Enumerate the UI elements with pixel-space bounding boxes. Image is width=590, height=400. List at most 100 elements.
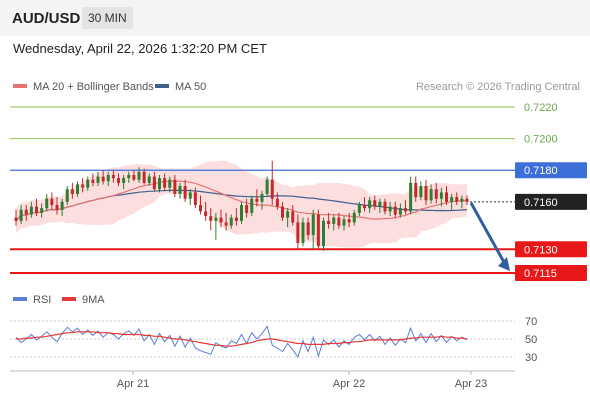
- current-price-label: 0.7160: [524, 197, 558, 209]
- current-price-tag: [515, 193, 587, 210]
- candle-body: [14, 217, 18, 221]
- candle-body: [65, 189, 69, 202]
- level-tag: [515, 265, 587, 281]
- candle-body: [281, 206, 284, 218]
- candle-body: [445, 192, 448, 202]
- candle-body: [91, 179, 95, 183]
- symbol-label: AUD/USD: [12, 10, 81, 27]
- candle-body: [286, 211, 290, 218]
- candle-body: [434, 189, 438, 199]
- x-tick-label: Apr 21: [117, 378, 149, 390]
- x-tick-label: Apr 22: [333, 378, 365, 390]
- candle-body: [245, 205, 249, 213]
- candle-body: [342, 219, 346, 226]
- candle-body: [122, 178, 126, 183]
- candle-body: [250, 198, 254, 213]
- candle-body: [352, 212, 356, 223]
- candle-body: [193, 192, 197, 206]
- candle-body: [414, 182, 418, 198]
- candle-body: [204, 211, 208, 217]
- candle-body: [81, 184, 85, 188]
- candle-body: [55, 205, 59, 210]
- candle-body: [219, 217, 223, 223]
- credit-label: Research © 2026 Trading Central: [416, 81, 580, 93]
- level-tag: [515, 162, 587, 179]
- candle-body: [398, 208, 402, 215]
- candle-body: [60, 201, 64, 210]
- forecast-arrow-shaft: [469, 202, 507, 265]
- candle-body: [455, 197, 459, 202]
- level-label: 0.7200: [524, 134, 558, 146]
- candle-body: [465, 198, 469, 202]
- level-tag: [515, 241, 587, 258]
- candle-body: [127, 174, 131, 179]
- candle-body: [429, 189, 433, 201]
- level-label: 0.7130: [524, 244, 558, 256]
- candle-body: [439, 192, 443, 199]
- rsi-line: [15, 325, 468, 359]
- candle-body: [19, 209, 23, 221]
- level-label: 0.7115: [524, 268, 557, 280]
- candle-body: [393, 206, 397, 215]
- candle-body: [24, 209, 28, 215]
- ma50-legend-swatch: [155, 84, 169, 88]
- candle-body: [229, 217, 233, 226]
- timeframe-button[interactable]: 30 MIN: [82, 7, 133, 29]
- forecast-arrow-head: [498, 257, 510, 271]
- candle-body: [291, 211, 295, 223]
- ma50-legend-label: MA 50: [175, 81, 206, 93]
- candle-body: [306, 222, 310, 236]
- ma20-legend-swatch: [13, 84, 27, 88]
- candle-body: [29, 206, 33, 215]
- rsi-legend-swatch: [13, 297, 27, 301]
- candle-body: [86, 179, 90, 188]
- candle-body: [214, 217, 218, 221]
- candle-body: [270, 179, 274, 199]
- candle-body: [357, 205, 361, 213]
- candle-body: [163, 178, 167, 188]
- candle-body: [178, 186, 182, 194]
- candle-body: [234, 217, 238, 221]
- candle-body: [383, 201, 387, 212]
- candle-body: [168, 179, 172, 188]
- candle-body: [45, 198, 49, 209]
- candle-body: [301, 222, 305, 243]
- candle-body: [337, 217, 341, 226]
- candle-body: [327, 220, 331, 224]
- candle-body: [260, 193, 264, 202]
- candle-body: [209, 216, 213, 221]
- rsi-tick-label: 70: [525, 316, 537, 328]
- candle-body: [388, 206, 392, 212]
- candle-body: [460, 198, 464, 202]
- candle-body: [152, 176, 156, 190]
- candle-body: [404, 208, 407, 212]
- candle-body: [142, 171, 146, 183]
- candle-body: [240, 205, 243, 221]
- candle-body: [368, 200, 372, 209]
- candle-body: [158, 178, 161, 190]
- candle-body: [147, 176, 151, 183]
- candle-body: [265, 179, 269, 194]
- candle-body: [188, 192, 192, 199]
- candle-body: [424, 186, 428, 201]
- candle-body: [224, 222, 228, 226]
- candle-body: [173, 179, 177, 194]
- candle-body: [117, 178, 120, 183]
- candle-body: [76, 184, 79, 194]
- candle-body: [409, 182, 413, 212]
- candle-body: [132, 174, 136, 180]
- candle-body: [347, 219, 351, 223]
- rsi-legend-label: RSI: [33, 294, 51, 306]
- candle-body: [378, 201, 382, 207]
- candle-body: [50, 198, 54, 206]
- candle-body: [137, 171, 141, 180]
- candle-body: [106, 174, 110, 182]
- level-label: 0.7220: [524, 102, 558, 114]
- candle-body: [70, 189, 74, 194]
- candle-body: [183, 186, 187, 199]
- ma20-legend-label: MA 20 + Bollinger Bands: [33, 81, 154, 93]
- candle-body: [332, 217, 336, 224]
- rsi-tick-label: 50: [525, 334, 537, 346]
- candle-body: [419, 186, 423, 198]
